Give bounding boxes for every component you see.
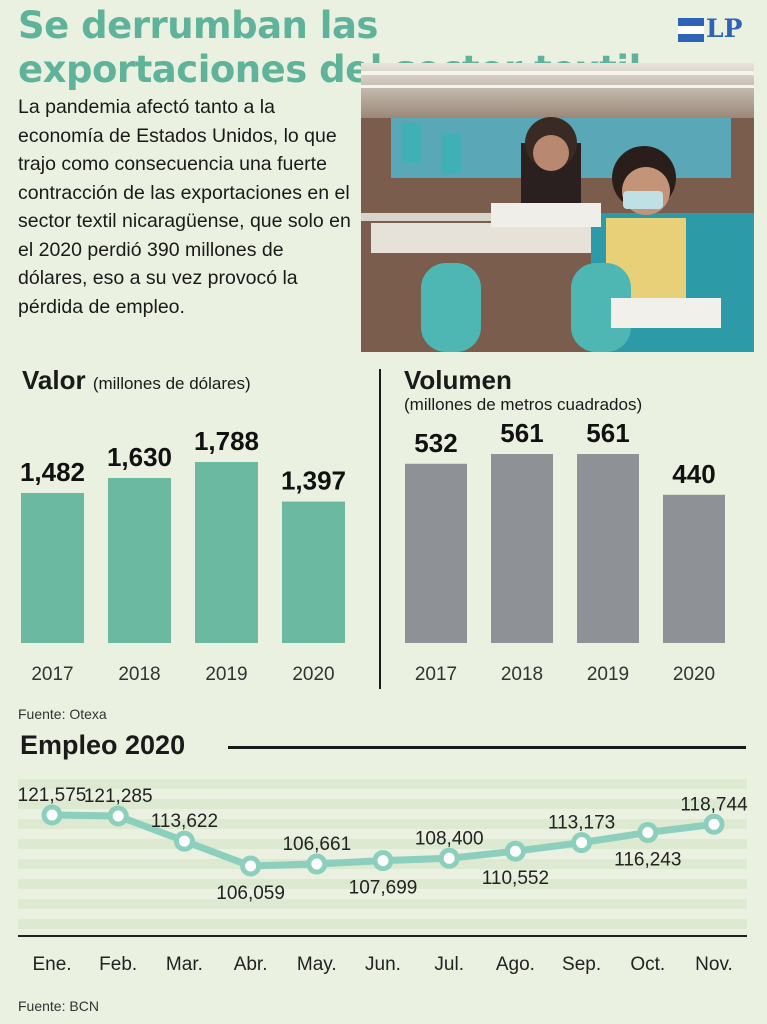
empleo-point: [306, 853, 328, 875]
volumen-bar: [491, 454, 553, 643]
empleo-value-label: 108,400: [415, 828, 484, 849]
empleo-value-label: 121,575: [18, 785, 87, 806]
flag-icon: [678, 18, 704, 42]
empleo-point: [372, 850, 394, 872]
valor-title-text: Valor: [22, 365, 86, 395]
empleo-grid-band: [18, 799, 747, 809]
valor-unit: (millones de dólares): [92, 374, 251, 393]
valor-year-label: 2018: [118, 664, 160, 685]
empleo-month-label: Ene.: [32, 954, 71, 975]
valor-value-label: 1,397: [281, 466, 346, 496]
empleo-point: [571, 832, 593, 854]
empleo-value-label: 118,744: [680, 794, 748, 815]
empleo-title-rule: [228, 746, 746, 749]
empleo-value-label: 106,661: [282, 834, 351, 855]
empleo-point: [240, 855, 262, 877]
empleo-value-label: 106,059: [216, 883, 285, 904]
empleo-month-label: Sep.: [562, 954, 601, 975]
empleo-value-label: 116,243: [614, 850, 681, 871]
empleo-month-label: Jun.: [365, 954, 401, 975]
empleo-point: [504, 840, 526, 862]
empleo-grid-band: [18, 839, 747, 849]
empleo-value-label: 113,622: [151, 811, 218, 832]
valor-bar: [108, 477, 171, 643]
valor-year-label: 2017: [31, 664, 73, 685]
empleo-point: [107, 805, 129, 827]
empleo-point: [41, 804, 63, 826]
volumen-year-label: 2020: [673, 664, 715, 685]
empleo-grid-band: [18, 779, 747, 789]
volumen-unit: (millones de metros cuadrados): [404, 395, 643, 414]
valor-bar: [195, 462, 258, 643]
empleo-point: [703, 813, 725, 835]
valor-bar: [21, 492, 84, 643]
empleo-grid-band: [18, 899, 747, 909]
volumen-value-label: 532: [414, 428, 457, 458]
empleo-title: Empleo 2020: [20, 730, 186, 760]
section-divider: [379, 369, 381, 689]
volumen-title: Volumen: [404, 365, 512, 395]
empleo-grid-band: [18, 819, 747, 829]
source-empleo: Fuente: BCN: [18, 998, 99, 1014]
empleo-value-label: 110,552: [482, 868, 549, 889]
valor-value-label: 1,630: [107, 442, 172, 472]
empleo-point: [173, 830, 195, 852]
valor-title: Valor (millones de dólares): [22, 365, 251, 396]
valor-value-label: 1,788: [194, 426, 259, 456]
volumen-bar: [663, 494, 725, 643]
empleo-month-label: Ago.: [496, 954, 535, 975]
logo-text: LP: [706, 14, 743, 43]
empleo-month-label: Nov.: [695, 954, 733, 975]
volumen-year-label: 2019: [587, 664, 629, 685]
empleo-point: [438, 847, 460, 869]
source-exports: Fuente: Otexa: [18, 706, 107, 722]
volumen-value-label: 440: [672, 459, 715, 489]
empleo-point: [637, 822, 659, 844]
empleo-grid-band: [18, 919, 747, 929]
volumen-value-label: 561: [500, 418, 543, 448]
volumen-bar: [405, 463, 467, 643]
newspaper-logo: LP: [678, 14, 750, 46]
empleo-month-label: Oct.: [630, 954, 665, 975]
empleo-value-label: 107,699: [349, 878, 418, 899]
valor-bar: [282, 501, 345, 643]
empleo-grid-band: [18, 879, 747, 889]
volumen-year-label: 2017: [415, 664, 457, 685]
empleo-month-label: Jul.: [434, 954, 464, 975]
empleo-month-label: Abr.: [234, 954, 268, 975]
valor-year-label: 2020: [292, 664, 334, 685]
valor-value-label: 1,482: [20, 457, 85, 487]
empleo-value-label: 113,173: [548, 813, 615, 834]
factory-photo: [361, 63, 754, 352]
empleo-month-label: May.: [297, 954, 337, 975]
volumen-year-label: 2018: [501, 664, 543, 685]
empleo-month-label: Mar.: [166, 954, 203, 975]
intro-paragraph: La pandemia afectó tanto a la economía d…: [18, 96, 351, 318]
volumen-bar: [577, 454, 639, 643]
valor-year-label: 2019: [205, 664, 247, 685]
empleo-month-label: Feb.: [99, 954, 137, 975]
volumen-value-label: 561: [586, 418, 629, 448]
empleo-value-label: 121,285: [84, 786, 153, 807]
